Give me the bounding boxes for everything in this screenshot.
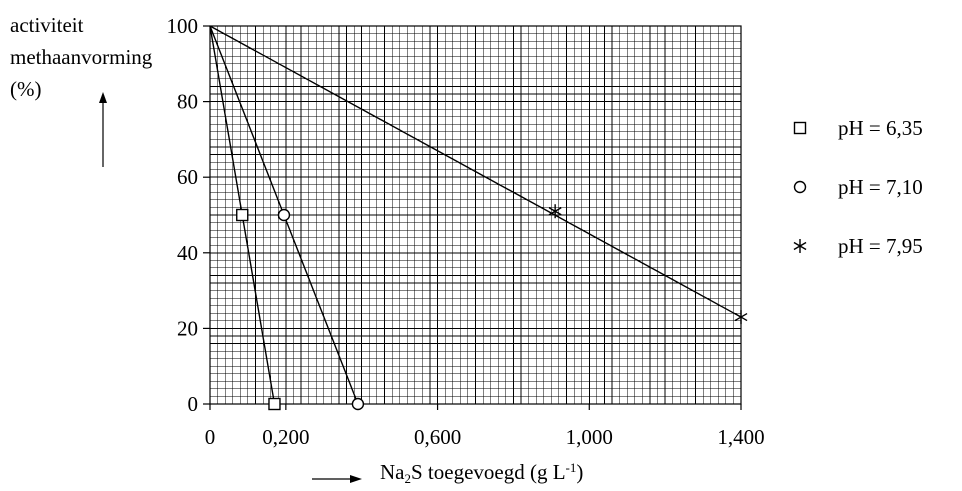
x-axis-label-main: S toegevoegd (g L: [411, 460, 566, 484]
x-axis-label-subscript: 2: [404, 471, 412, 486]
data-point-square-icon: [236, 208, 249, 222]
y-axis-arrow-icon: [99, 92, 107, 103]
y-tick-label: 40: [177, 241, 198, 265]
asterisk-stroke: [548, 207, 562, 216]
series-1: [209, 25, 281, 411]
series-line: [209, 25, 742, 318]
data-point-circle-icon: [277, 208, 291, 222]
x-tick-label: 0,200: [262, 425, 309, 449]
y-tick-label: 80: [177, 90, 198, 114]
series-2: [209, 25, 365, 411]
data-point-circle-icon: [351, 397, 365, 411]
x-tick-label: 0,600: [414, 425, 461, 449]
legend-marker-square-icon: [793, 121, 807, 135]
y-tick-label: 60: [177, 165, 198, 189]
y-tick-label: 100: [167, 14, 199, 38]
x-tick-label: 1,400: [717, 425, 764, 449]
x-tick-label: 0: [205, 425, 216, 449]
y-axis-label-line-2: methaanvorming: [10, 45, 153, 69]
y-axis-label-line-1: activiteit: [10, 13, 84, 37]
x-axis-label-suffix: ): [576, 460, 584, 484]
legend-label: pH = 7,10: [838, 175, 923, 199]
series-3: [209, 25, 748, 325]
asterisk-stroke: [734, 312, 748, 322]
legend-entry-1: pH = 6,35: [793, 116, 923, 140]
grid: [210, 26, 741, 404]
data-point-asterisk-icon: [548, 204, 562, 219]
x-axis-label: Na2S toegevoegd (g L-1): [380, 456, 583, 491]
x-tick-label: 1,000: [566, 425, 613, 449]
data-point-asterisk-icon: [734, 310, 748, 325]
plot-frame: [209, 25, 742, 405]
legend-marker-circle-icon: [793, 180, 807, 194]
legend-entry-2: pH = 7,10: [793, 175, 923, 199]
legend-marker-asterisk-icon: [793, 239, 807, 253]
x-axis-label-prefix: Na: [380, 460, 405, 484]
y-axis-label-line-3: (%): [10, 77, 42, 101]
legend-label: pH = 6,35: [838, 116, 923, 140]
legend-entry-3: pH = 7,95: [793, 234, 923, 258]
data-point-square-icon: [268, 397, 281, 411]
x-axis-arrow-icon: [350, 475, 362, 483]
legend-label: pH = 7,95: [838, 234, 923, 258]
asterisk-stroke: [793, 241, 807, 251]
y-tick-label: 20: [177, 316, 198, 340]
x-axis-label-superscript: -1: [565, 460, 577, 475]
y-tick-label: 0: [188, 392, 199, 416]
